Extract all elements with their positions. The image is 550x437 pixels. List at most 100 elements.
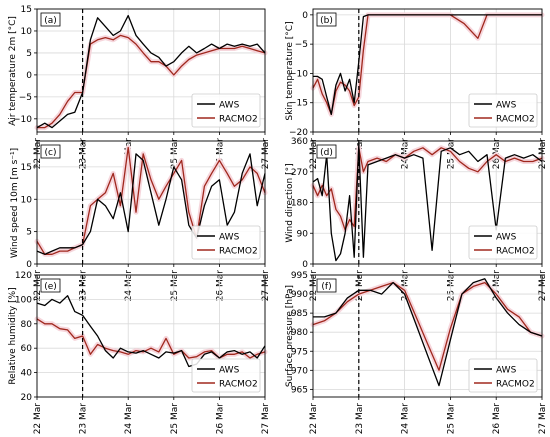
panel-tag: (c) [45, 148, 57, 158]
plot-frame [312, 274, 543, 398]
x-tick-label: 27 Mar [261, 403, 271, 435]
x-tick-label: 24 Mar [124, 270, 134, 302]
legend-label-racmo2: RACMO2 [496, 380, 535, 390]
y-tick-label: 180 [291, 199, 308, 209]
x-tick-label: 23 Mar [79, 270, 89, 302]
legend-label-racmo2: RACMO2 [219, 115, 258, 125]
y-tick-label: 990 [291, 290, 308, 300]
legend-label-aws: AWS [219, 101, 240, 111]
panel-tag-box [316, 144, 337, 159]
legend-label-racmo2: RACMO2 [496, 247, 535, 257]
series-line-aws [36, 153, 266, 255]
y-tick-label: 0 [302, 260, 308, 270]
y-tick-label: 20 [21, 393, 33, 403]
panel-tag-box [40, 278, 61, 293]
y-tick-label: 0 [26, 260, 32, 270]
y-tick-label: 975 [291, 347, 308, 357]
y-tick-label: 15 [21, 163, 32, 173]
x-tick-label: 25 Mar [170, 270, 180, 302]
x-tick-label: 22 Mar [33, 270, 43, 302]
y-tick-label: 15 [21, 5, 32, 15]
y-axis-label: Wind speed 10m [m s⁻¹] [10, 148, 20, 258]
panel-tag-box [316, 12, 337, 27]
x-tick-label: 27 Mar [538, 138, 548, 170]
panel-tag: (f) [321, 282, 331, 292]
x-tick-label: 27 Mar [261, 138, 271, 170]
x-tick-label: 26 Mar [215, 403, 225, 435]
panel-tag: (a) [44, 16, 57, 26]
legend-label-racmo2: RACMO2 [219, 247, 258, 257]
series-line-aws [312, 143, 543, 262]
y-tick-label: −5 [295, 40, 308, 50]
y-axis-label: Relative humidity [%] [8, 287, 18, 384]
x-tick-label: 26 Mar [492, 403, 502, 435]
x-tick-label: 22 Mar [33, 138, 43, 170]
y-tick-label: 100 [15, 295, 32, 305]
legend-label-racmo2: RACMO2 [219, 380, 258, 390]
series-racmo2-spread [310, 280, 545, 373]
plot-frame [36, 8, 266, 133]
legend-label-aws: AWS [219, 233, 240, 243]
plot-frame [36, 140, 266, 265]
y-tick-label: −15 [289, 99, 308, 109]
y-tick-label: 965 [291, 385, 308, 395]
panel-tag: (b) [320, 16, 333, 26]
panel-tag-box [40, 144, 61, 159]
x-tick-label: 24 Mar [401, 138, 411, 170]
y-tick-label: 120 [15, 271, 32, 281]
x-tick-label: 23 Mar [79, 403, 89, 435]
y-axis-label: Air temperature 2m [°C] [8, 16, 18, 126]
series-line-racmo2 [37, 34, 266, 129]
series-line-racmo2 [36, 318, 266, 359]
x-tick-label: 25 Mar [446, 270, 456, 302]
y-tick-label: 10 [21, 27, 33, 37]
legend-label-aws: AWS [496, 101, 517, 111]
y-tick-label: 10 [21, 195, 33, 205]
x-tick-label: 27 Mar [261, 270, 271, 302]
series-line-aws [313, 278, 543, 387]
x-tick-label: 27 Mar [538, 403, 548, 435]
y-tick-label: 995 [291, 271, 308, 281]
series-line-racmo2 [312, 281, 543, 371]
y-tick-label: 5 [26, 228, 32, 238]
x-tick-label: 23 Mar [79, 138, 89, 170]
x-tick-label: 25 Mar [446, 403, 456, 435]
series-line-aws [36, 14, 266, 129]
x-tick-label: 24 Mar [124, 403, 134, 435]
plot-frame [312, 8, 543, 133]
x-tick-label: 25 Mar [170, 403, 180, 435]
panel-tag-box [316, 278, 337, 293]
y-tick-label: 40 [21, 369, 33, 379]
legend-label-racmo2: RACMO2 [496, 115, 535, 125]
y-tick-label: 0 [302, 11, 308, 21]
y-tick-label: 970 [291, 366, 308, 376]
y-tick-label: −20 [289, 128, 308, 138]
y-tick-label: 90 [297, 229, 309, 239]
series-line-aws [313, 14, 542, 116]
x-tick-label: 22 Mar [309, 403, 319, 435]
y-tick-label: 985 [291, 309, 308, 319]
x-tick-label: 23 Mar [355, 270, 365, 302]
y-tick-label: 270 [291, 168, 308, 178]
x-tick-label: 24 Mar [401, 403, 411, 435]
y-tick-label: 60 [21, 344, 33, 354]
x-tick-label: 23 Mar [355, 403, 365, 435]
y-tick-label: 360 [291, 137, 308, 147]
series-line-racmo2 [312, 14, 542, 116]
plot-frame [36, 274, 266, 398]
y-tick-label: −10 [13, 115, 32, 125]
x-tick-label: 27 Mar [538, 270, 548, 302]
x-tick-label: 26 Mar [215, 270, 225, 302]
x-tick-label: 22 Mar [33, 403, 43, 435]
x-tick-label: 25 Mar [170, 138, 180, 170]
x-tick-label: 24 Mar [401, 270, 411, 302]
x-tick-label: 22 Mar [309, 270, 319, 302]
y-tick-label: −5 [19, 93, 32, 103]
y-axis-label: Surface pressure [hPa] [285, 285, 295, 387]
y-tick-label: −10 [289, 69, 308, 79]
legend-label-aws: AWS [496, 233, 517, 243]
